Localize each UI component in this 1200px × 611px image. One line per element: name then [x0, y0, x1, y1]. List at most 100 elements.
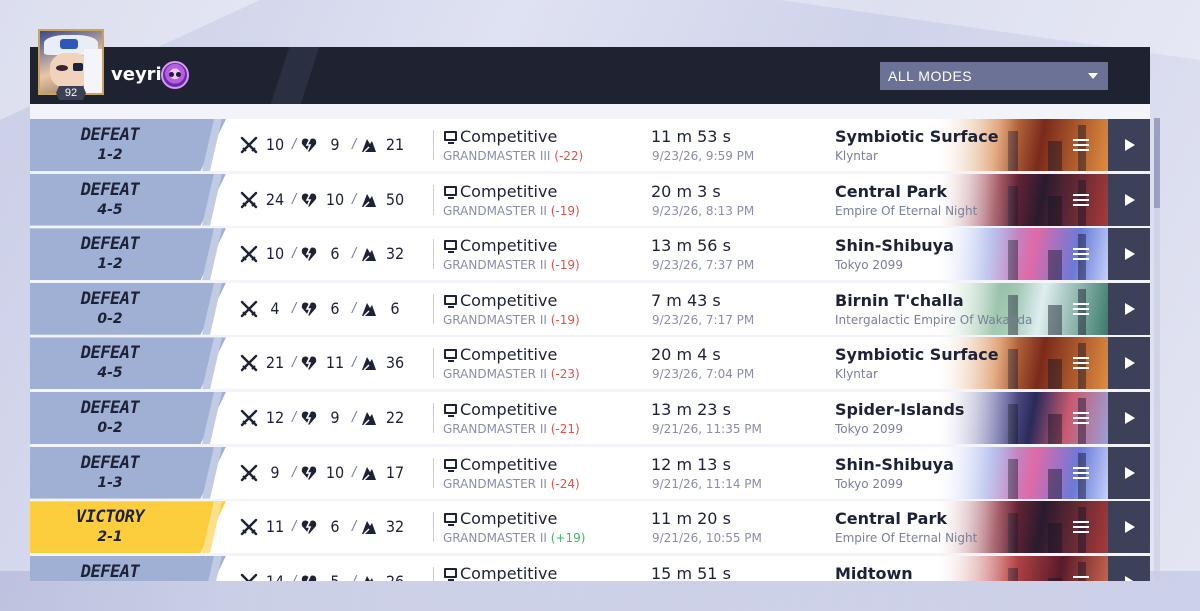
stat-separator: /	[352, 354, 357, 372]
rank-delta: (-21)	[550, 422, 580, 436]
monitor-icon	[444, 240, 457, 254]
assists-icon	[360, 136, 378, 154]
deaths-icon	[300, 245, 318, 263]
match-result-banner: DEFEAT 1-2	[30, 119, 226, 171]
details-menu-icon[interactable]	[1073, 357, 1089, 370]
match-datetime: 9/23/26, 7:17 PM	[652, 312, 755, 327]
match-result: DEFEAT	[80, 288, 140, 309]
scroll-thumb[interactable]	[1154, 118, 1160, 208]
map-thumbnail	[938, 228, 1108, 281]
match-score: 1-3	[97, 474, 123, 491]
replay-play-button[interactable]	[1108, 282, 1150, 335]
rank-info: GRANDMASTER II (-19)	[443, 313, 580, 327]
rank-delta: (-19)	[550, 312, 580, 327]
match-datetime: 9/23/26, 9:59 PM	[652, 149, 755, 163]
map-region: Klyntar	[835, 149, 878, 163]
match-result-banner: DEFEAT 0-2	[30, 282, 226, 335]
column-divider	[433, 239, 434, 270]
replay-play-button[interactable]	[1108, 173, 1150, 226]
stat-separator: /	[292, 136, 297, 153]
details-menu-icon[interactable]	[1073, 466, 1089, 479]
replay-play-button[interactable]	[1108, 392, 1150, 444]
assists-icon	[360, 464, 378, 482]
match-row[interactable]: VICTORY 2-1 11 / 6 / 32 Competitive GRAN…	[30, 501, 1150, 554]
match-row[interactable]: DEFEAT 0-2 12 / 9 / 22 Competitive GRAND…	[30, 392, 1150, 444]
rank-info: GRANDMASTER II (-19)	[443, 258, 580, 272]
match-duration: 20 m 4 s	[651, 345, 721, 365]
monitor-icon	[444, 513, 457, 527]
map-region: Empire Of Eternal Night	[835, 531, 978, 546]
match-score: 1-2	[97, 147, 123, 163]
map-region: Intergalactic Empire Of Wakanda	[835, 312, 1033, 327]
replay-play-button[interactable]	[1108, 446, 1150, 499]
column-divider	[433, 348, 434, 379]
match-duration: 7 m 43 s	[651, 290, 721, 310]
mode-filter-dropdown[interactable]: ALL MODES	[880, 62, 1108, 90]
monitor-icon	[444, 458, 457, 472]
match-score: 1-2	[97, 256, 123, 273]
match-row[interactable]: DEFEAT 4-5 24 / 10 / 50 Competitive GRAN…	[30, 173, 1150, 226]
replay-play-button[interactable]	[1108, 228, 1150, 281]
kills-icon	[240, 518, 258, 536]
game-mode-label: Competitive	[460, 400, 558, 419]
title-badge-icon[interactable]	[161, 61, 189, 89]
match-score: 2-1	[97, 529, 123, 546]
kda-stats: 21 / 11 / 36	[240, 337, 420, 389]
deaths-value: 9	[330, 135, 340, 154]
assists-icon	[360, 245, 378, 263]
replay-play-button[interactable]	[1108, 119, 1150, 171]
details-menu-icon[interactable]	[1073, 412, 1089, 424]
stat-separator: /	[292, 245, 297, 263]
game-mode: Competitive	[444, 127, 557, 146]
profile-header: veyri ALL MODES	[30, 47, 1150, 104]
match-score: 4-5	[97, 365, 123, 382]
match-row[interactable]: DEFEAT 0-2 4 / 6 / 6 Competitive GRANDMA…	[30, 282, 1150, 335]
replay-play-button[interactable]	[1108, 501, 1150, 554]
match-duration: 11 m 53 s	[651, 127, 731, 146]
scrollbar[interactable]	[1154, 118, 1160, 580]
username: veyri	[111, 64, 162, 85]
map-region: Klyntar	[835, 367, 878, 382]
match-result-banner: VICTORY 2-1	[30, 501, 226, 554]
kills-icon	[240, 136, 258, 154]
match-row[interactable]: DEFEAT 1-3 9 / 10 / 17 Competitive GRAND…	[30, 446, 1150, 499]
map-name: Shin-Shibuya	[835, 236, 954, 256]
match-result: DEFEAT	[80, 125, 140, 145]
match-row[interactable]: DEFEAT 1-2 10 / 6 / 32 Competitive GRAND…	[30, 228, 1150, 281]
details-menu-icon[interactable]	[1073, 302, 1089, 315]
match-row[interactable]: DEFEAT 1-2 10 / 9 / 21 Competitive GRAND…	[30, 119, 1150, 171]
monitor-icon	[444, 567, 457, 581]
details-menu-icon[interactable]	[1073, 139, 1089, 151]
column-divider	[433, 130, 434, 160]
avatar[interactable]	[38, 29, 104, 95]
stat-separator: /	[352, 190, 357, 208]
game-mode-label: Competitive	[460, 181, 558, 201]
rank-tier: GRANDMASTER II	[443, 258, 547, 273]
rank-delta: (-19)	[550, 258, 580, 273]
stat-separator: /	[352, 409, 357, 426]
game-mode-label: Competitive	[460, 563, 558, 581]
details-menu-icon[interactable]	[1073, 575, 1089, 581]
details-menu-icon[interactable]	[1073, 193, 1089, 206]
replay-play-button[interactable]	[1108, 337, 1150, 390]
match-row[interactable]: DEFEAT 4-5 21 / 11 / 36 Competitive GRAN…	[30, 337, 1150, 390]
match-row[interactable]: DEFEAT 14 / 5 / 26 Competitive 15 m 51 s	[30, 555, 1150, 581]
details-menu-icon[interactable]	[1073, 248, 1089, 261]
kills-icon	[240, 573, 258, 581]
details-menu-icon[interactable]	[1073, 521, 1089, 534]
rank-delta: (-22)	[554, 149, 584, 163]
rank-tier: GRANDMASTER II	[443, 312, 547, 327]
match-duration: 11 m 20 s	[651, 509, 731, 529]
map-name: Shin-Shibuya	[835, 454, 954, 474]
chevron-down-icon	[1088, 73, 1098, 79]
stat-separator: /	[352, 518, 357, 536]
kills-value: 24	[265, 189, 285, 209]
kda-stats: 9 / 10 / 17	[240, 447, 420, 499]
kills-icon	[240, 300, 258, 318]
map-name: Central Park	[835, 181, 947, 201]
match-result: DEFEAT	[80, 452, 140, 473]
rank-tier: GRANDMASTER II	[443, 476, 547, 491]
stat-separator: /	[292, 190, 297, 208]
replay-play-button[interactable]	[1108, 555, 1150, 581]
stat-separator: /	[352, 573, 356, 581]
